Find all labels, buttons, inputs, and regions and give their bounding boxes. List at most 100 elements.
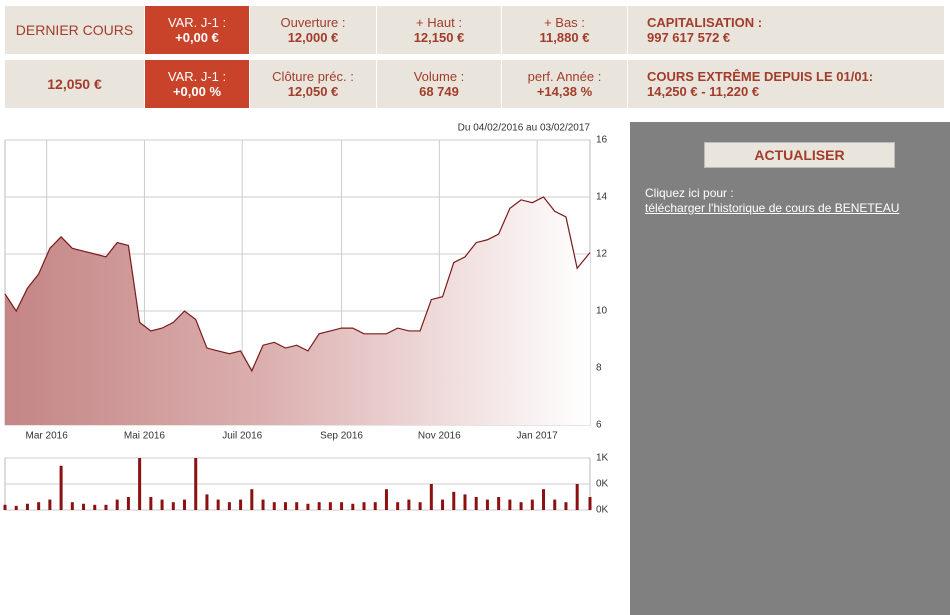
volume-bar	[104, 504, 108, 510]
volume-bar	[37, 502, 41, 510]
volume-bar	[25, 503, 29, 510]
volume-bar	[272, 502, 276, 510]
volume-bar	[93, 504, 97, 510]
x-tick-label: Nov 2016	[418, 431, 461, 442]
volume-bar	[82, 503, 86, 510]
quote-cell: + Haut :12,150 €	[377, 6, 502, 54]
y-tick-label: 6	[596, 420, 602, 431]
quote-label: Ouverture :	[280, 15, 346, 30]
quote-value: 12,050 €	[287, 84, 339, 99]
volume-bar	[373, 502, 377, 510]
side-panel: ACTUALISER Cliquez ici pour : télécharge…	[630, 122, 950, 615]
quote-value: 12,000 €	[287, 30, 339, 45]
volume-bar	[508, 499, 512, 510]
volume-bar	[183, 499, 187, 510]
volume-bar	[441, 499, 445, 510]
volume-bar	[530, 499, 534, 510]
quote-label: CAPITALISATION :	[647, 15, 763, 30]
volume-bar	[429, 484, 433, 510]
quote-label: VAR. J-1 :	[167, 69, 227, 84]
volume-bar	[317, 502, 321, 510]
quote-cell: Volume :68 749	[377, 60, 502, 108]
volume-bar	[239, 499, 243, 510]
quote-label: + Haut :	[416, 15, 462, 30]
volume-bar	[59, 465, 63, 510]
volume-bar	[407, 499, 411, 510]
quote-label: VAR. J-1 :	[167, 15, 227, 30]
quote-text: DERNIER COURS	[15, 22, 134, 38]
volume-bar	[485, 499, 489, 510]
x-tick-label: Mar 2016	[26, 431, 69, 442]
volume-bar	[70, 502, 74, 510]
quote-label: COURS EXTRÊME DEPUIS LE 01/01:	[647, 69, 874, 84]
volume-bar	[553, 499, 557, 510]
quote-value: +0,00 €	[175, 30, 219, 45]
volume-bar	[588, 497, 592, 510]
y-tick-label: 12	[596, 249, 608, 260]
volume-bar	[396, 502, 400, 510]
price-area	[5, 197, 590, 425]
quote-label: + Bas :	[544, 15, 585, 30]
y-tick-label: 10	[596, 306, 608, 317]
quote-label: Clôture préc. :	[272, 69, 354, 84]
quote-cell: VAR. J-1 : +0,00 %	[145, 60, 250, 108]
quote-label: perf. Année :	[527, 69, 602, 84]
volume-bar	[283, 502, 287, 510]
y-tick-label: 8	[596, 363, 602, 374]
volume-bar	[542, 489, 546, 510]
volume-bar	[452, 491, 456, 510]
quote-value: 12,150 €	[413, 30, 465, 45]
volume-bar	[328, 502, 332, 510]
quote-value: 14,250 € - 11,220 €	[647, 84, 760, 99]
volume-bar	[575, 484, 579, 510]
quote-value: 997 617 572 €	[647, 30, 731, 45]
volume-bar	[295, 502, 299, 510]
x-tick-label: Jan 2017	[517, 431, 559, 442]
y-tick-label: 0K	[596, 479, 609, 490]
volume-bar	[418, 502, 422, 510]
quote-value: +0,00 %	[172, 84, 222, 99]
x-tick-label: Juil 2016	[222, 431, 262, 442]
y-tick-label: 16	[596, 135, 608, 146]
volume-bar	[340, 502, 344, 510]
quote-value: 68 749	[419, 84, 459, 99]
quote-cell: + Bas :11,880 €	[502, 6, 628, 54]
volume-bar	[115, 499, 119, 510]
volume-bar	[564, 502, 568, 510]
volume-bar	[160, 499, 164, 510]
quote-cell: VAR. J-1 : +0,00 €	[145, 6, 250, 54]
volume-bar	[14, 505, 18, 510]
volume-bar	[227, 502, 231, 510]
volume-bar	[205, 494, 209, 510]
volume-bar	[474, 497, 478, 510]
x-tick-label: Sep 2016	[320, 431, 363, 442]
price-line	[4, 196, 591, 373]
volume-bar	[306, 503, 310, 510]
volume-bar	[519, 502, 523, 510]
quote-cell: Clôture préc. :12,050 €	[250, 60, 377, 108]
volume-bar	[48, 499, 52, 510]
x-tick-label: Mai 2016	[124, 431, 166, 442]
chart: Du 04/02/2016 au 03/02/2017 6 8 10 12 14 16 Ma…	[3, 123, 609, 516]
volume-bar	[216, 499, 220, 510]
volume-bar	[149, 497, 153, 510]
volume-bar	[463, 494, 467, 510]
refresh-button[interactable]: ACTUALISER	[704, 142, 895, 168]
quote-cell: perf. Année : +14,38 %	[502, 60, 628, 108]
volume-bar	[126, 497, 130, 510]
quote-text: 12,050 €	[47, 76, 102, 92]
y-tick-label: 1K	[596, 453, 609, 464]
volume-bar	[384, 489, 388, 510]
y-tick-label: 0K	[596, 505, 609, 516]
volume-bar	[362, 502, 366, 510]
quote-value: +14,38 %	[536, 84, 593, 99]
volume-bar	[194, 458, 198, 510]
volume-bar	[3, 504, 7, 510]
download-link[interactable]: télécharger l'historique de cours de BEN…	[645, 201, 900, 215]
volume-bar	[261, 499, 265, 510]
panel-text: Cliquez ici pour :	[645, 186, 734, 200]
volume-bar	[138, 458, 142, 510]
quote-cell: Ouverture :12,000 €	[250, 6, 377, 54]
quote-cell: DERNIER COURS	[5, 6, 145, 54]
